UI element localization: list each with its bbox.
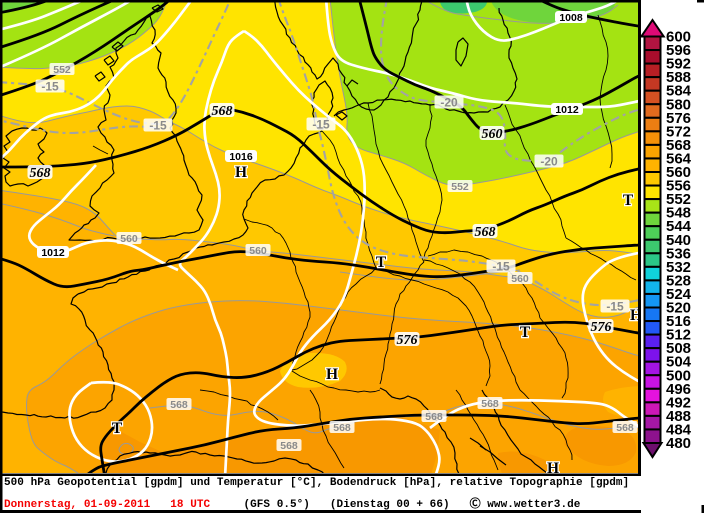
svg-text:1012: 1012 [41,247,65,259]
svg-text:492: 492 [666,394,691,411]
svg-text:516: 516 [666,313,691,330]
svg-text:568: 568 [280,440,298,452]
svg-text:512: 512 [666,327,691,344]
svg-text:-15: -15 [149,119,167,133]
svg-text:568: 568 [333,422,351,434]
svg-text:556: 556 [666,178,691,195]
svg-text:548: 548 [666,205,691,222]
svg-text:T: T [520,324,531,341]
svg-text:568: 568 [666,137,691,154]
svg-text:528: 528 [666,272,691,289]
svg-text:524: 524 [666,286,692,303]
svg-text:568: 568 [616,422,634,434]
svg-text:568: 568 [30,166,51,181]
svg-text:480: 480 [666,435,691,452]
svg-text:552: 552 [53,64,71,76]
svg-text:532: 532 [666,259,691,276]
svg-text:-15: -15 [312,118,330,132]
svg-text:560: 560 [511,273,529,285]
svg-text:552: 552 [451,181,469,193]
svg-text:568: 568 [212,104,233,119]
svg-text:488: 488 [666,408,691,425]
svg-text:1012: 1012 [555,104,579,116]
svg-text:536: 536 [666,245,691,262]
svg-text:592: 592 [666,56,691,73]
svg-text:496: 496 [666,381,691,398]
svg-text:572: 572 [666,123,691,140]
svg-text:596: 596 [666,42,691,59]
svg-text:508: 508 [666,340,691,357]
svg-text:504: 504 [666,354,692,371]
svg-text:584: 584 [666,83,692,100]
svg-text:580: 580 [666,96,691,113]
svg-text:576: 576 [397,333,418,348]
svg-text:1008: 1008 [559,12,583,24]
svg-text:560: 560 [666,164,691,181]
svg-text:560: 560 [482,127,503,142]
svg-text:T: T [623,192,634,209]
svg-text:T: T [112,420,123,437]
svg-text:576: 576 [666,110,691,127]
svg-text:H: H [547,460,559,477]
svg-text:-15: -15 [41,80,59,94]
svg-text:588: 588 [666,69,691,86]
svg-text:540: 540 [666,232,691,249]
svg-text:568: 568 [481,398,499,410]
svg-text:T: T [376,254,387,271]
svg-text:564: 564 [666,150,692,167]
svg-text:-20: -20 [540,155,558,169]
svg-text:1016: 1016 [229,151,253,163]
svg-text:568: 568 [475,225,496,240]
svg-text:H: H [326,366,338,383]
svg-text:-15: -15 [606,300,624,314]
svg-text:560: 560 [120,233,138,245]
svg-text:560: 560 [249,245,267,257]
svg-text:568: 568 [425,411,443,423]
svg-text:H: H [235,164,247,181]
svg-text:552: 552 [666,191,691,208]
svg-text:500: 500 [666,367,691,384]
svg-text:544: 544 [666,218,692,235]
svg-text:-20: -20 [440,96,458,110]
svg-text:576: 576 [591,320,612,335]
svg-text:484: 484 [666,421,692,438]
svg-text:568: 568 [170,399,188,411]
svg-text:600: 600 [666,29,691,46]
svg-text:H: H [630,307,642,324]
svg-text:520: 520 [666,300,691,317]
svg-text:-15: -15 [492,260,510,274]
